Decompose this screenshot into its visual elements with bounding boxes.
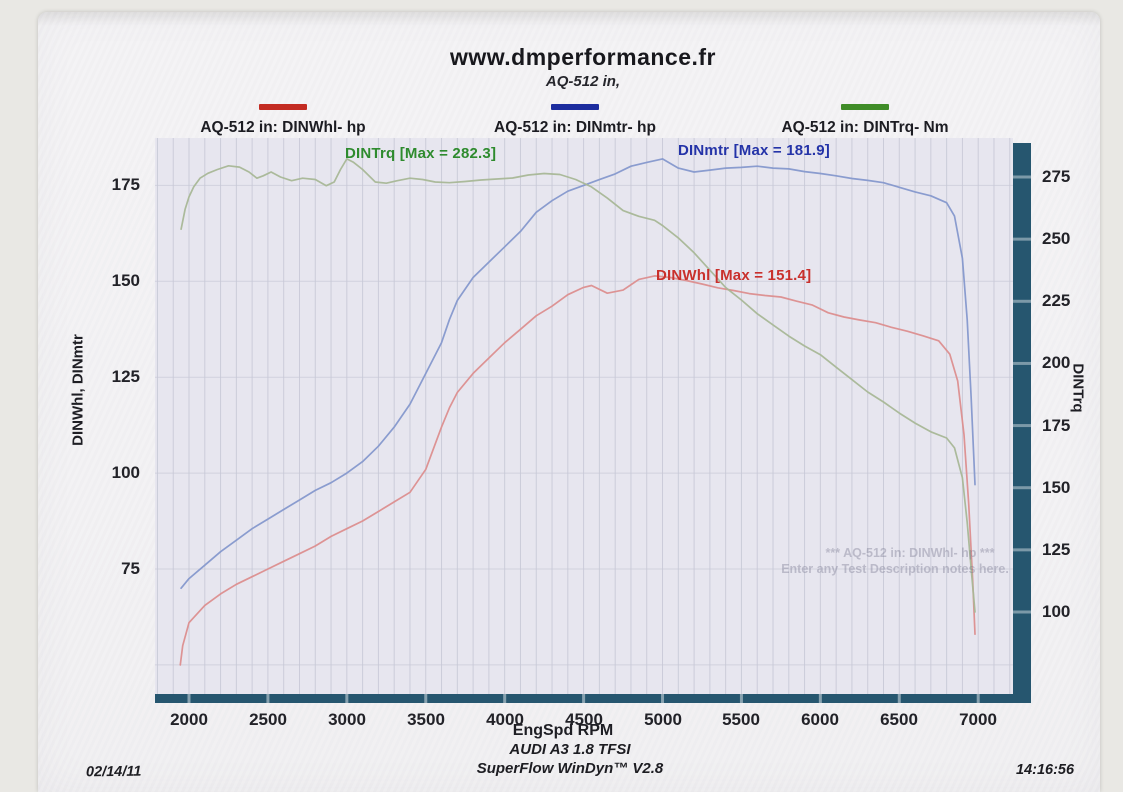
x-axis-tick-label: 4000 — [486, 710, 524, 729]
y-axis-right-tick-label: 100 — [1042, 602, 1071, 621]
footer-date: 02/14/11 — [85, 763, 142, 781]
page-title: www.dmperformance.fr — [449, 44, 717, 70]
run-subtitle: AQ-512 in, — [545, 73, 621, 90]
x-axis-tick-notch — [187, 694, 191, 703]
footer-time: 14:16:56 — [1016, 762, 1075, 778]
x-axis-tick-notch — [424, 694, 428, 703]
y-axis-tick-notch — [1013, 299, 1031, 303]
legend-label: AQ-512 in: DINmtr- hp — [494, 119, 656, 136]
y-axis-right-tick-label: 275 — [1042, 167, 1071, 186]
annotation-dintrq-max: DINTrq [Max = 282.3] — [345, 145, 497, 162]
title-block: www.dmperformance.fr AQ-512 in, — [363, 44, 803, 90]
y-axis-left-tick-label: 175 — [111, 175, 140, 194]
x-axis-tick-label: 5500 — [722, 710, 760, 729]
y-axis-tick-notch — [1013, 548, 1031, 552]
x-axis-tick-label: 6000 — [801, 710, 839, 729]
x-axis-bar — [155, 694, 1031, 703]
annotation-dinwhl-max: DINWhl [Max = 151.4] — [656, 267, 812, 284]
x-axis-tick-label: 4500 — [565, 710, 603, 729]
y-axis-right-tick-label: 125 — [1042, 540, 1071, 559]
y-axis-left-tick-label: 125 — [111, 367, 140, 386]
annotation-dinmtr-max: DINmtr [Max = 181.9] — [678, 142, 830, 159]
y-axis-right-tick-label: 250 — [1042, 229, 1071, 248]
watermark-line: Enter any Test Description notes here. — [781, 562, 1009, 576]
legend-swatch-green — [841, 104, 889, 110]
x-axis-tick-notch — [582, 694, 586, 703]
y-axis-left-tick-label: 75 — [121, 559, 140, 578]
legend-item-dinwhl: AQ-512 in: DINWhl- hp — [168, 101, 398, 137]
y-axis-left-tick-label: 150 — [111, 271, 140, 290]
legend-item-dintrq: AQ-512 in: DINTrq- Nm — [750, 101, 980, 137]
footer-vehicle: AUDI A3 1.8 TFSI — [509, 741, 631, 758]
x-axis-tick-notch — [818, 694, 822, 703]
y-axis-right-tick-label: 175 — [1042, 416, 1071, 435]
x-axis-tick-notch — [739, 694, 743, 703]
x-axis-tick-label: 3500 — [407, 710, 445, 729]
x-axis-tick-notch — [976, 694, 980, 703]
y-axis-tick-notch — [1013, 361, 1031, 365]
watermark-line: *** AQ-512 in: DINWhl- hp *** — [825, 546, 995, 560]
x-axis-tick-label: 2500 — [249, 710, 287, 729]
x-axis-tick-label: 2000 — [170, 710, 208, 729]
legend-label: AQ-512 in: DINTrq- Nm — [781, 119, 949, 136]
legend-label: AQ-512 in: DINWhl- hp — [200, 119, 366, 136]
curve-dintrq — [180, 158, 976, 613]
x-axis-tick-notch — [345, 694, 349, 703]
x-axis-title: EngSpd RPM — [512, 722, 614, 739]
y-axis-tick-notch — [1013, 610, 1031, 614]
x-axis-tick-notch — [503, 694, 507, 703]
y-axis-tick-notch — [1013, 237, 1031, 241]
y-axis-tick-notch — [1013, 486, 1031, 490]
x-axis-tick-notch — [266, 694, 270, 703]
y-axis-right-tick-label: 225 — [1042, 291, 1071, 310]
legend-item-dinmtr: AQ-512 in: DINmtr- hp — [460, 101, 690, 137]
x-axis-tick-label: 5000 — [644, 710, 682, 729]
curve-dinwhl — [179, 275, 976, 666]
footer-software: SuperFlow WinDyn™ V2.8 — [476, 760, 664, 777]
y-axis-right-tick-label: 200 — [1042, 353, 1071, 372]
x-axis-tick-label: 3000 — [328, 710, 366, 729]
y-axis-tick-notch — [1013, 175, 1031, 179]
x-axis-tick-notch — [661, 694, 665, 703]
y-axis-left-title: DINWhl, DINmtr — [69, 334, 87, 446]
y-axis-left-tick-label: 100 — [111, 463, 140, 482]
legend-swatch-blue — [551, 104, 599, 110]
x-axis-tick-label: 7000 — [959, 710, 997, 729]
footer-center: AUDI A3 1.8 TFSI SuperFlow WinDyn™ V2.8 — [370, 741, 770, 777]
x-axis-tick-label: 6500 — [880, 710, 918, 729]
y-axis-bar-right — [1013, 143, 1031, 703]
y-axis-tick-notch — [1013, 424, 1031, 428]
x-axis-tick-notch — [897, 694, 901, 703]
curve-dinmtr — [180, 158, 976, 590]
y-axis-right-tick-label: 150 — [1042, 478, 1071, 497]
legend-swatch-red — [259, 104, 307, 110]
